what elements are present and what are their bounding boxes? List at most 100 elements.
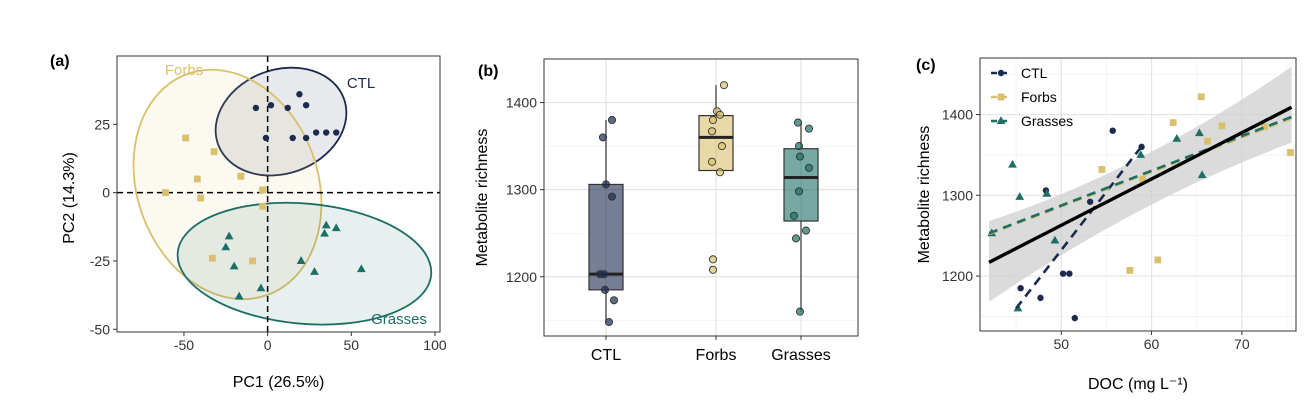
- point-grasses: [320, 228, 329, 237]
- point-grasses: [234, 291, 244, 300]
- point-ctl: [601, 180, 611, 189]
- point-ctl: [284, 104, 291, 112]
- x-tick-label: Grasses: [771, 347, 831, 364]
- point-forbs: [162, 189, 169, 197]
- x-tick-label: CTL: [591, 347, 621, 364]
- point-grasses: [1050, 235, 1060, 244]
- plot-frame: [979, 57, 1297, 332]
- panel-a-pca-plot: -50 0 50 100 -50 -25 0 25 Forbs CTL Grasses (a) PC1 …: [50, 53, 447, 391]
- point-ctl: [1059, 270, 1067, 277]
- point-forbs: [208, 254, 216, 262]
- point-ctl: [302, 134, 310, 142]
- point-forbs: [210, 148, 218, 156]
- annotation-grasses: Grasses: [371, 311, 427, 328]
- point-grasses: [801, 226, 811, 235]
- point-grasses: [310, 267, 319, 275]
- point-ctl: [302, 101, 310, 109]
- x-tick-label: -50: [174, 337, 194, 353]
- plot-area: [987, 66, 1294, 322]
- point-forbs: [1261, 123, 1268, 131]
- point-grasses: [804, 163, 814, 172]
- annotation-ctl: CTL: [347, 75, 375, 92]
- point-grasses: [795, 152, 805, 161]
- x-tick-label: 50: [344, 337, 360, 353]
- legend-label-forbs: Forbs: [1021, 89, 1057, 105]
- point-forbs: [1169, 119, 1177, 127]
- point-ctl: [312, 129, 320, 136]
- point-grasses: [789, 211, 799, 220]
- point-ctl: [600, 285, 610, 294]
- point-grasses: [794, 142, 804, 151]
- point-ctl: [598, 133, 608, 142]
- point-ctl: [262, 134, 270, 142]
- y-tick-label: 1300: [506, 182, 537, 198]
- point-ctl: [604, 318, 614, 327]
- point-forbs: [197, 194, 205, 202]
- point-grasses: [1197, 170, 1207, 179]
- legend-label-grasses: Grasses: [1021, 113, 1073, 129]
- y-tick-label: 25: [94, 116, 110, 132]
- annotation-forbs: Forbs: [165, 62, 203, 79]
- point-forbs: [1218, 122, 1226, 130]
- y-tick-label: 1400: [506, 95, 537, 111]
- legend-marker-ctl: [997, 69, 1005, 77]
- point-ctl: [1017, 284, 1024, 292]
- point-forbs: [1098, 166, 1106, 173]
- point-forbs: [1139, 175, 1146, 183]
- point-forbs: [182, 134, 190, 142]
- point-grasses: [221, 242, 231, 251]
- point-forbs: [237, 172, 245, 180]
- panel-label: (b): [478, 63, 498, 80]
- point-grasses: [795, 307, 805, 316]
- plot-frame: [543, 58, 859, 337]
- point-grasses: [1172, 133, 1182, 142]
- point-forbs: [708, 255, 718, 264]
- point-grasses: [321, 220, 331, 229]
- point-grasses: [296, 256, 306, 264]
- point-forbs: [708, 115, 718, 125]
- point-grasses: [1194, 128, 1204, 137]
- point-ctl: [1037, 294, 1044, 302]
- point-forbs: [1287, 149, 1294, 156]
- x-tick-label: 70: [1234, 336, 1250, 352]
- point-ctl: [322, 129, 330, 136]
- x-tick-label: 100: [423, 337, 447, 353]
- x-tick-label: 50: [1053, 336, 1069, 352]
- point-ctl: [252, 104, 260, 112]
- point-forbs: [715, 110, 725, 119]
- point-grasses: [804, 124, 814, 133]
- y-tick-label: 0: [102, 185, 110, 201]
- ellipse-ctl: [214, 66, 348, 177]
- fit-line-overall: [988, 105, 1293, 264]
- point-ctl: [333, 129, 340, 136]
- point-forbs: [715, 168, 725, 177]
- y-axis-label: Metabolite richness: [916, 126, 933, 264]
- point-grasses: [224, 231, 234, 240]
- panel-c-regression-plot: 50 60 70 1200 1300 1400 CTL Forbs Grasses (c) DOC …: [916, 57, 1297, 393]
- point-grasses: [256, 283, 266, 292]
- point-grasses: [1136, 150, 1146, 158]
- point-ctl: [599, 270, 609, 279]
- point-forbs: [249, 257, 256, 265]
- point-forbs: [719, 81, 729, 90]
- panel-b-box-plot: 1200 1300 1400 CTL Forbs Grasses (b) Metabolite…: [474, 58, 859, 364]
- x-axis-label: DOC (mg L⁻¹): [1088, 376, 1188, 393]
- point-ctl: [1086, 198, 1094, 205]
- point-forbs: [259, 186, 267, 194]
- box-grasses: [783, 148, 819, 222]
- point-ctl: [296, 91, 303, 98]
- point-grasses: [791, 234, 801, 243]
- point-grasses: [1015, 192, 1025, 200]
- x-tick-label: Forbs: [696, 347, 737, 364]
- point-grasses: [794, 187, 804, 196]
- point-ctl: [267, 101, 275, 109]
- point-grasses: [1042, 188, 1052, 197]
- y-tick-label: -25: [90, 253, 110, 269]
- x-tick-label: 60: [1144, 336, 1160, 352]
- panel-label: (a): [50, 53, 70, 70]
- y-tick-label: 1400: [942, 107, 973, 123]
- fit-line-ctl: [1015, 144, 1144, 310]
- y-tick-label: 1200: [942, 268, 973, 284]
- x-tick-label: 0: [264, 337, 272, 353]
